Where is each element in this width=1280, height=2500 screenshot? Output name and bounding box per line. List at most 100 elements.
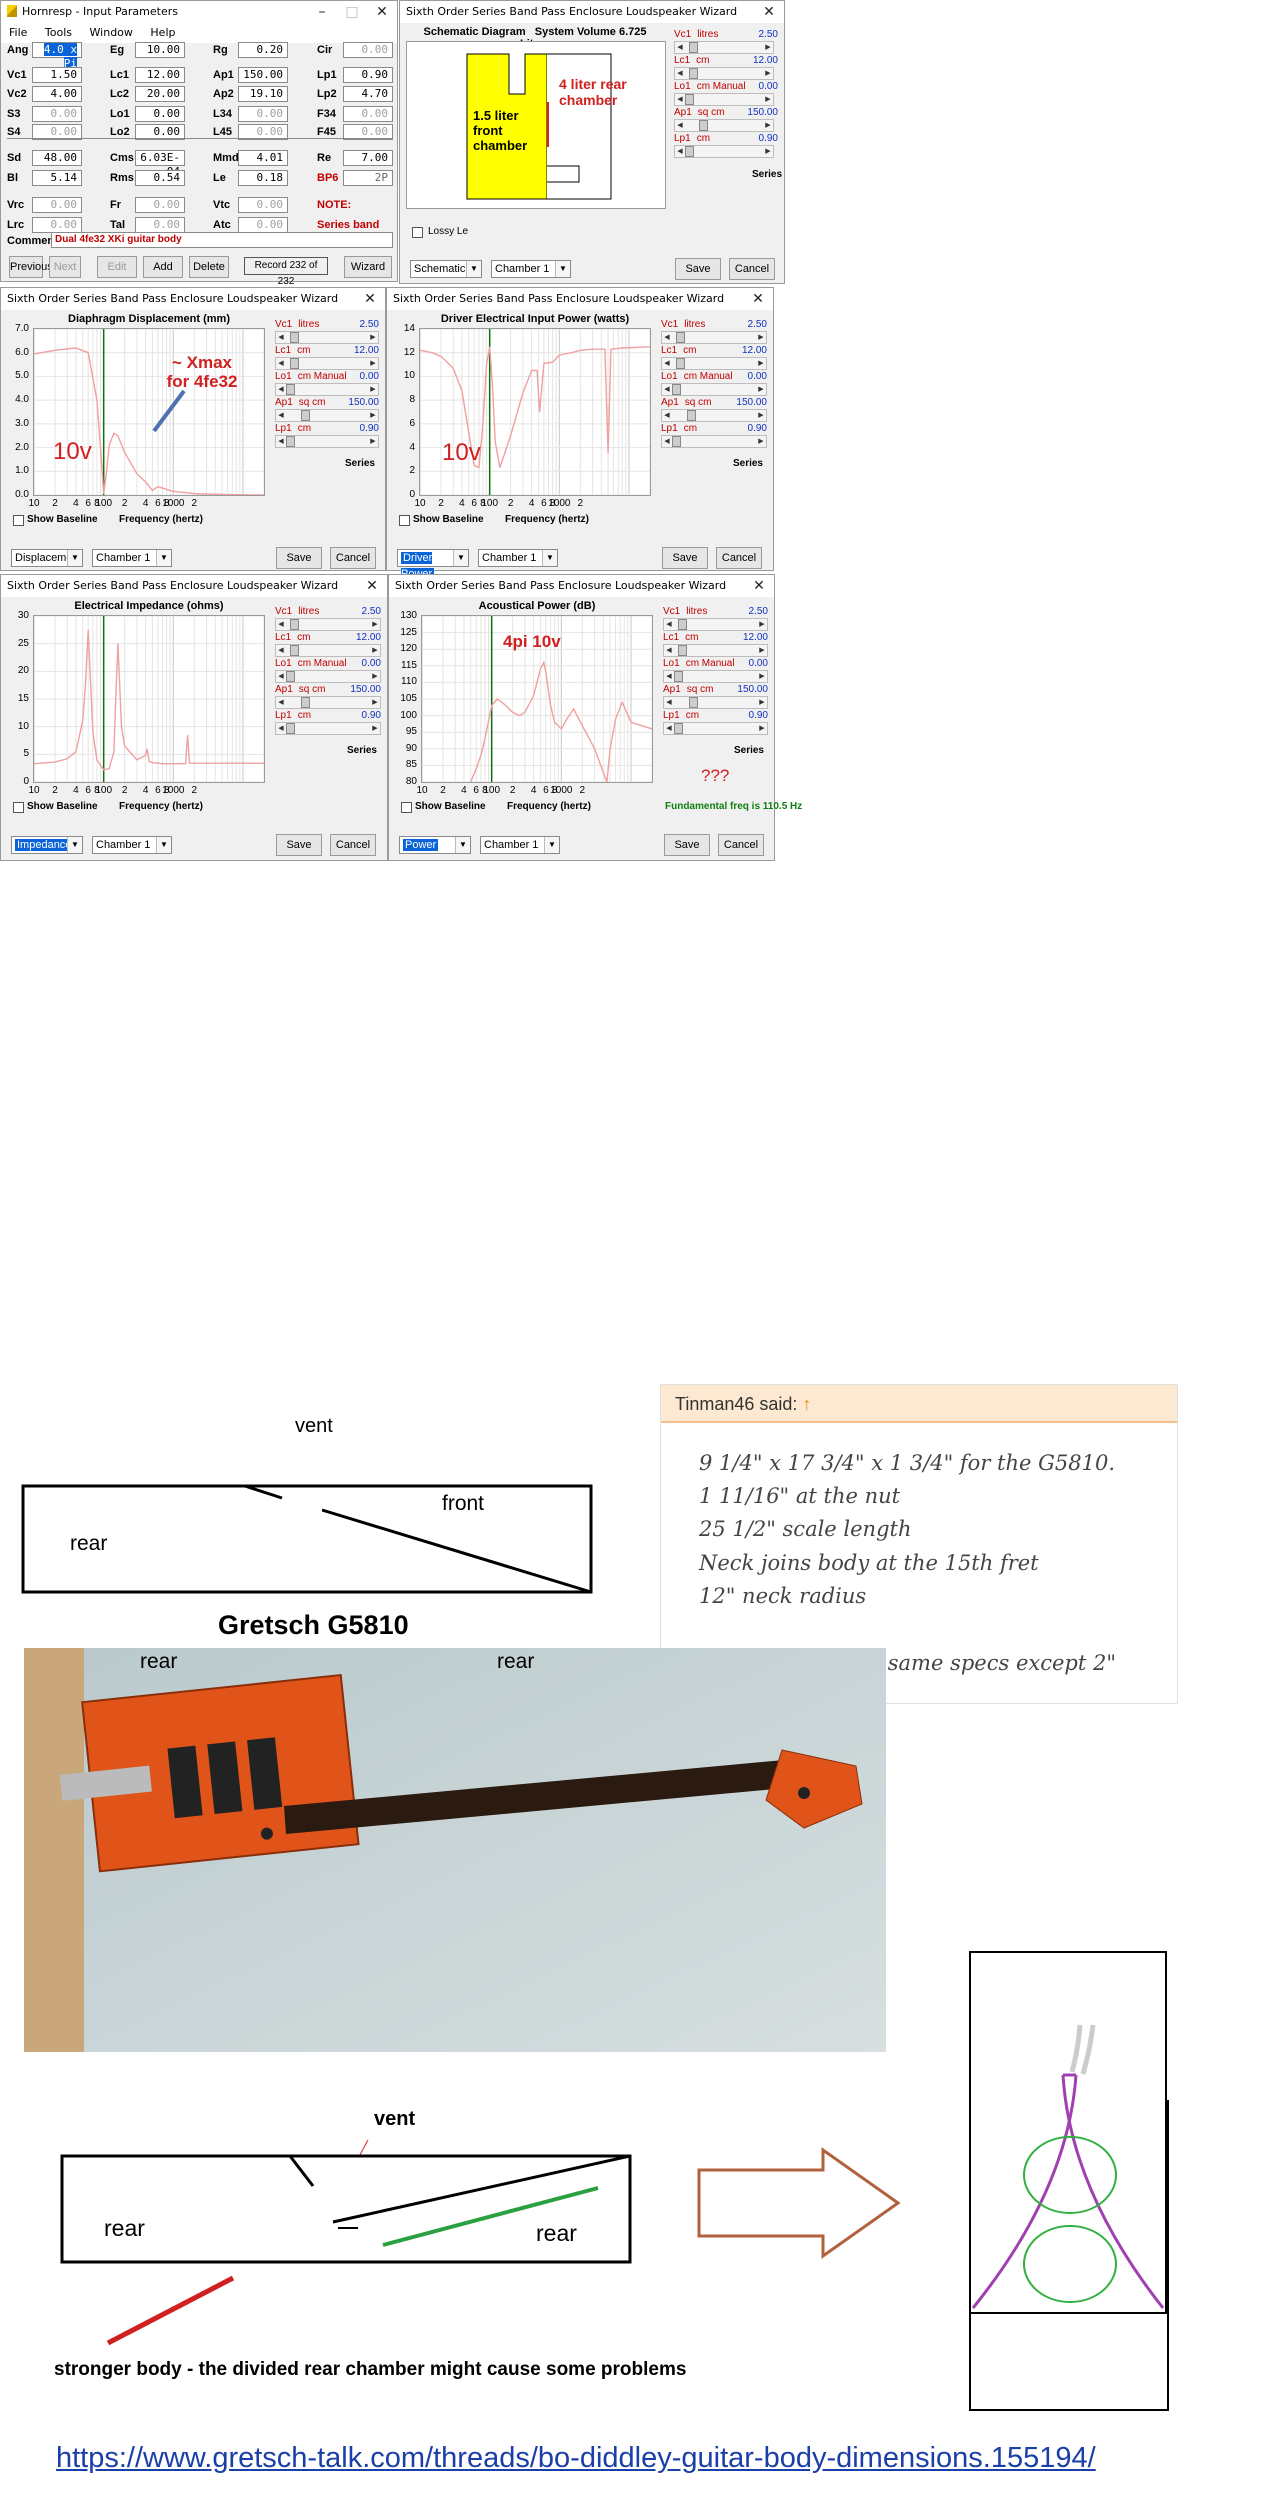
lossy-le-checkbox[interactable] bbox=[412, 227, 423, 238]
param-field[interactable]: 0.20 bbox=[238, 42, 288, 58]
param-field[interactable]: 0.00 bbox=[238, 106, 288, 122]
chamber-select[interactable]: Chamber 1 ▼ bbox=[480, 836, 560, 854]
slider-lp1[interactable]: ◀ ▶ bbox=[275, 435, 379, 448]
slider-thumb[interactable] bbox=[674, 671, 683, 682]
schematic-chamber-select[interactable]: Chamber 1 ▼ bbox=[491, 260, 571, 278]
slider-thumb[interactable] bbox=[675, 358, 685, 369]
menu-tools[interactable]: Tools bbox=[44, 26, 73, 39]
param-field[interactable]: 7.00 bbox=[343, 150, 393, 166]
slider-lc1[interactable]: ◀ ▶ bbox=[275, 357, 379, 370]
slider-thumb[interactable] bbox=[300, 410, 310, 421]
chevron-left-icon[interactable]: ◀ bbox=[666, 698, 672, 706]
slider-lc1[interactable]: ◀ ▶ bbox=[275, 644, 381, 657]
chevron-right-icon[interactable]: ▶ bbox=[370, 333, 376, 341]
slider-lp1[interactable]: ◀ ▶ bbox=[674, 145, 774, 158]
chevron-right-icon[interactable]: ▶ bbox=[759, 672, 765, 680]
chevron-left-icon[interactable]: ◀ bbox=[666, 620, 672, 628]
next-button[interactable]: Next bbox=[49, 256, 81, 278]
param-field[interactable]: 0.00 bbox=[135, 197, 185, 213]
param-field[interactable]: 0.00 bbox=[343, 106, 393, 122]
slider-thumb[interactable] bbox=[286, 436, 295, 447]
chevron-right-icon[interactable]: ▶ bbox=[370, 385, 376, 393]
menu-help[interactable]: Help bbox=[150, 26, 176, 39]
save-button[interactable]: Save bbox=[276, 547, 322, 569]
slider-lo1[interactable]: ◀ ▶ bbox=[275, 383, 379, 396]
slider-lo1[interactable]: ◀ ▶ bbox=[674, 93, 774, 106]
param-field[interactable]: 0.00 bbox=[32, 217, 82, 233]
chevron-right-icon[interactable]: ▶ bbox=[758, 411, 764, 419]
show-baseline-checkbox[interactable] bbox=[13, 802, 24, 813]
slider-ap1[interactable]: ◀ ▶ bbox=[674, 119, 774, 132]
chevron-right-icon[interactable]: ▶ bbox=[759, 724, 765, 732]
param-field[interactable]: 0.00 bbox=[238, 197, 288, 213]
chevron-right-icon[interactable]: ▶ bbox=[758, 385, 764, 393]
param-field[interactable]: 4.01 bbox=[238, 150, 288, 166]
chevron-right-icon[interactable]: ▶ bbox=[765, 69, 771, 77]
slider-thumb[interactable] bbox=[688, 42, 698, 53]
slider-thumb[interactable] bbox=[289, 645, 299, 656]
chamber-select[interactable]: Chamber 1 ▼ bbox=[92, 549, 172, 567]
param-field[interactable]: 48.00 bbox=[32, 150, 82, 166]
param-field[interactable]: 150.00 bbox=[238, 67, 288, 83]
chevron-right-icon[interactable]: ▶ bbox=[372, 672, 378, 680]
param-field[interactable]: 0.54 bbox=[135, 170, 185, 186]
chevron-left-icon[interactable]: ◀ bbox=[278, 385, 284, 393]
param-field[interactable]: 4.0 x Pi bbox=[32, 42, 82, 70]
chevron-left-icon[interactable]: ◀ bbox=[677, 43, 683, 51]
param-field[interactable]: 0.00 bbox=[238, 124, 288, 140]
param-field[interactable]: 12.00 bbox=[135, 67, 185, 83]
chevron-right-icon[interactable]: ▶ bbox=[765, 147, 771, 155]
slider-vc1[interactable]: ◀ ▶ bbox=[674, 41, 774, 54]
slider-ap1[interactable]: ◀ ▶ bbox=[661, 409, 767, 422]
menu-window[interactable]: Window bbox=[89, 26, 133, 39]
chamber-select[interactable]: Chamber 1 ▼ bbox=[92, 836, 172, 854]
delete-button[interactable]: Delete bbox=[189, 256, 229, 278]
chevron-right-icon[interactable]: ▶ bbox=[758, 437, 764, 445]
wizard-button[interactable]: Wizard bbox=[344, 256, 392, 278]
quote-arrow-icon[interactable]: ↑ bbox=[802, 1394, 812, 1414]
chevron-right-icon[interactable]: ▶ bbox=[765, 121, 771, 129]
slider-vc1[interactable]: ◀ ▶ bbox=[663, 618, 768, 631]
chevron-left-icon[interactable]: ◀ bbox=[664, 437, 670, 445]
slider-thumb[interactable] bbox=[699, 120, 708, 131]
param-field[interactable]: 0.90 bbox=[343, 67, 393, 83]
slider-thumb[interactable] bbox=[286, 671, 295, 682]
param-field[interactable]: 4.70 bbox=[343, 86, 393, 102]
param-field[interactable]: 0.00 bbox=[343, 124, 393, 140]
param-field[interactable]: 0.00 bbox=[135, 217, 185, 233]
slider-thumb[interactable] bbox=[677, 619, 687, 630]
show-baseline-checkbox[interactable] bbox=[401, 802, 412, 813]
chevron-left-icon[interactable]: ◀ bbox=[677, 69, 683, 77]
cancel-button[interactable]: Cancel bbox=[330, 834, 376, 856]
param-field[interactable]: 0.00 bbox=[32, 124, 82, 140]
chevron-left-icon[interactable]: ◀ bbox=[664, 385, 670, 393]
minimize-icon[interactable]: – bbox=[318, 4, 326, 20]
chevron-left-icon[interactable]: ◀ bbox=[664, 333, 670, 341]
close-icon[interactable]: ✕ bbox=[366, 578, 378, 594]
comment-field[interactable]: Dual 4fe32 XKi guitar body bbox=[51, 232, 393, 248]
save-button[interactable]: Save bbox=[276, 834, 322, 856]
close-icon[interactable]: ✕ bbox=[763, 4, 775, 20]
chevron-left-icon[interactable]: ◀ bbox=[666, 646, 672, 654]
chevron-left-icon[interactable]: ◀ bbox=[278, 437, 284, 445]
slider-lo1[interactable]: ◀ ▶ bbox=[661, 383, 767, 396]
slider-lc1[interactable]: ◀ ▶ bbox=[661, 357, 767, 370]
close-icon[interactable]: ✕ bbox=[364, 291, 376, 307]
slider-ap1[interactable]: ◀ ▶ bbox=[663, 696, 768, 709]
chevron-left-icon[interactable]: ◀ bbox=[677, 147, 683, 155]
param-field[interactable]: 19.10 bbox=[238, 86, 288, 102]
chevron-right-icon[interactable]: ▶ bbox=[758, 333, 764, 341]
slider-thumb[interactable] bbox=[688, 68, 698, 79]
slider-lc1[interactable]: ◀ ▶ bbox=[674, 67, 774, 80]
slider-thumb[interactable] bbox=[286, 384, 295, 395]
schematic-mode-select[interactable]: Schematic ▼ bbox=[410, 260, 482, 278]
chevron-left-icon[interactable]: ◀ bbox=[278, 698, 284, 706]
param-field[interactable]: 0.00 bbox=[343, 42, 393, 58]
maximize-icon[interactable]: □ bbox=[345, 4, 359, 20]
slider-thumb[interactable] bbox=[685, 146, 694, 157]
param-field[interactable]: 1.50 bbox=[32, 67, 82, 83]
param-field[interactable]: 4.00 bbox=[32, 86, 82, 102]
slider-thumb[interactable] bbox=[674, 723, 683, 734]
chevron-right-icon[interactable]: ▶ bbox=[759, 646, 765, 654]
slider-thumb[interactable] bbox=[289, 619, 299, 630]
